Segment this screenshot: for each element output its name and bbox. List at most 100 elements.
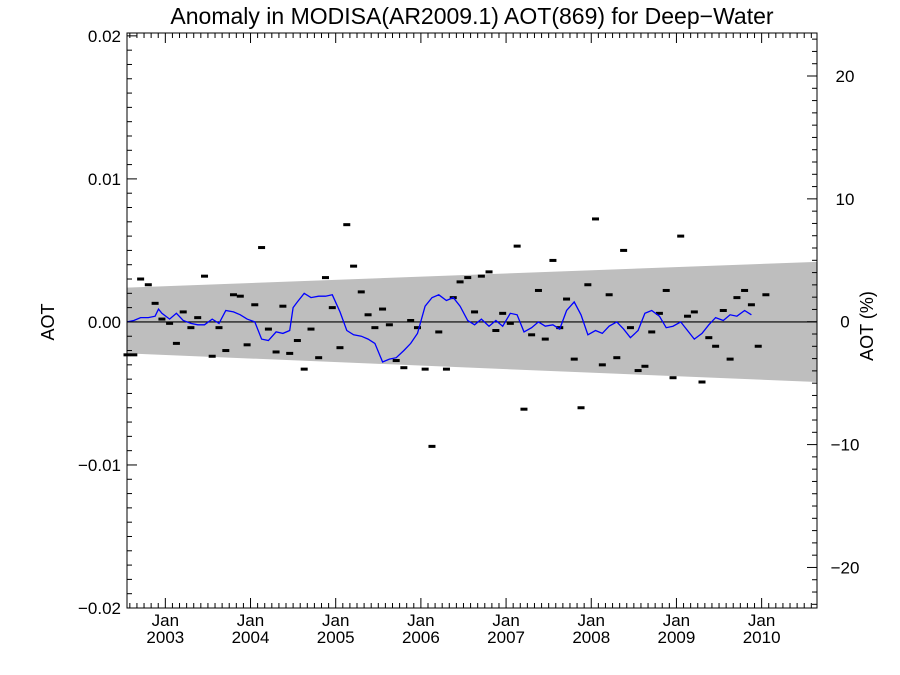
data-marker	[208, 354, 216, 358]
x-tick-label-year: 2007	[487, 628, 525, 647]
data-marker	[690, 310, 698, 314]
data-marker	[741, 288, 749, 292]
data-marker	[747, 303, 755, 307]
data-marker	[137, 277, 145, 281]
plot-frame	[126, 32, 818, 609]
x-tick-label-year: 2006	[402, 628, 440, 647]
data-marker	[201, 274, 209, 278]
y-tick-label: 0.02	[88, 27, 121, 46]
y-tick-label: −0.01	[78, 456, 121, 475]
data-marker	[762, 293, 770, 297]
plot-frame-group	[126, 32, 818, 609]
data-marker	[130, 353, 138, 357]
data-marker	[477, 274, 485, 278]
data-marker	[258, 246, 266, 250]
data-marker	[598, 363, 606, 367]
data-marker	[733, 296, 741, 300]
running-mean-group	[126, 292, 752, 363]
data-marker	[172, 341, 180, 345]
x-tick-label-month: Jan	[578, 611, 605, 630]
y2-axis-label: AOT (%)	[857, 291, 877, 361]
x-tick-label-year: 2010	[743, 628, 781, 647]
data-marker	[251, 303, 259, 307]
data-marker	[719, 308, 727, 312]
data-marker	[605, 293, 613, 297]
x-tick-label-year: 2009	[658, 628, 696, 647]
data-marker	[584, 283, 592, 287]
data-marker	[229, 293, 237, 297]
data-marker	[194, 316, 202, 320]
data-marker	[620, 248, 628, 252]
y-tick-label: 0.01	[88, 170, 121, 189]
data-marker	[350, 264, 358, 268]
data-marker	[641, 364, 649, 368]
data-marker	[534, 288, 542, 292]
x-axis-ticks: Jan2003Jan2004Jan2005Jan2006Jan2007Jan20…	[129, 33, 812, 647]
data-marker	[712, 344, 720, 348]
y2-tick-label: −20	[831, 558, 860, 577]
data-marker	[528, 333, 536, 337]
data-marker	[648, 330, 656, 334]
data-marker	[563, 297, 571, 301]
data-marker	[506, 321, 514, 325]
data-marker	[626, 326, 634, 330]
x-tick-label-month: Jan	[407, 611, 434, 630]
y-axis-label: AOT	[38, 303, 58, 340]
data-marker	[400, 366, 408, 370]
y-axis-ticks: 0.02 0.01 0.00 −0.01 −0.02	[78, 27, 137, 618]
data-marker	[492, 329, 500, 333]
data-marker	[662, 288, 670, 292]
data-marker	[592, 217, 600, 221]
y2-tick-label: 20	[836, 67, 855, 86]
x-tick-label-year: 2005	[317, 628, 355, 647]
data-marker	[456, 280, 464, 284]
y-tick-label: 0.00	[88, 313, 121, 332]
y2-tick-label: −10	[831, 436, 860, 455]
data-marker	[669, 376, 677, 380]
data-marker	[485, 270, 493, 274]
data-marker	[315, 356, 323, 360]
data-marker	[549, 258, 557, 262]
data-marker	[392, 359, 400, 363]
data-marker	[272, 350, 280, 354]
chart-title: Anomaly in MODISA(AR2009.1) AOT(869) for…	[170, 3, 773, 29]
data-marker	[407, 319, 415, 322]
data-marker	[264, 327, 272, 331]
data-marker	[144, 283, 152, 287]
data-marker	[655, 311, 663, 315]
data-marker	[357, 290, 365, 294]
data-marker	[158, 317, 166, 321]
x-tick-label-month: Jan	[748, 611, 775, 630]
data-marker	[754, 344, 762, 348]
data-marker	[179, 310, 187, 314]
data-marker	[243, 343, 251, 347]
data-marker	[343, 223, 351, 227]
data-marker	[677, 234, 685, 238]
data-marker	[442, 367, 450, 371]
data-marker	[385, 323, 393, 327]
x-tick-label-year: 2008	[572, 628, 610, 647]
data-marker	[520, 407, 528, 411]
x-tick-label-month: Jan	[663, 611, 690, 630]
data-marker	[215, 326, 223, 330]
data-marker	[499, 311, 507, 315]
x-tick-label-month: Jan	[322, 611, 349, 630]
data-marker	[613, 356, 621, 360]
monthly-markers-group	[123, 217, 770, 448]
data-marker	[684, 314, 692, 318]
data-marker	[428, 444, 436, 448]
data-marker	[726, 357, 734, 361]
data-marker	[371, 326, 379, 330]
data-marker	[187, 326, 195, 330]
data-marker	[421, 367, 429, 371]
data-marker	[634, 369, 642, 373]
data-marker	[513, 244, 521, 248]
data-marker	[464, 276, 472, 280]
data-marker	[307, 327, 315, 331]
data-marker	[364, 313, 372, 317]
data-marker	[151, 301, 159, 305]
data-marker	[698, 380, 706, 384]
data-marker	[577, 406, 585, 410]
data-marker	[286, 351, 294, 355]
